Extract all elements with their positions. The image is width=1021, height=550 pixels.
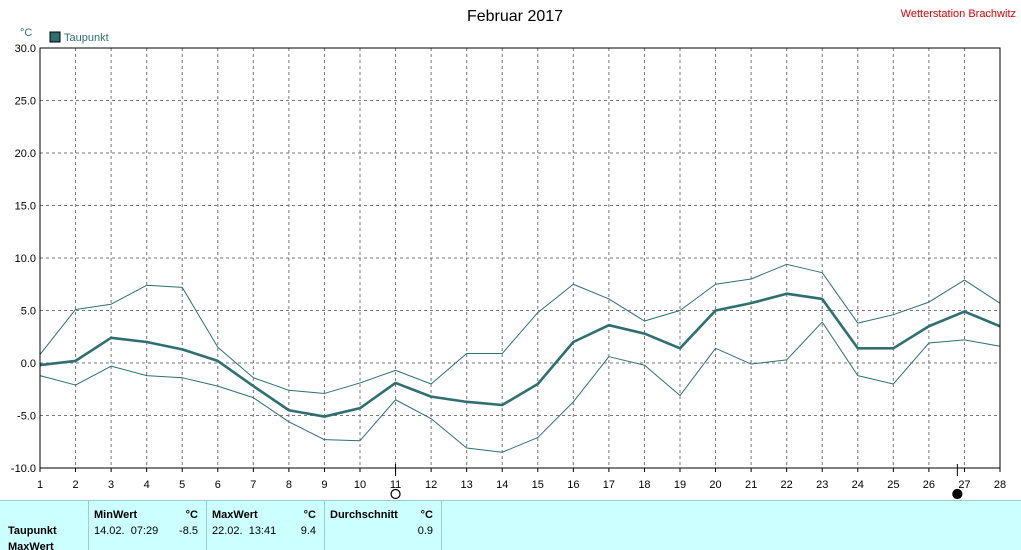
- y-axis-ticks: 30.0 25.0 20.0 15.0 10.0 5.0 0.0 -5.0 -10.0: [11, 43, 36, 475]
- max-column: MaxWert °C 22.02. 13:41 9.4: [206, 501, 324, 550]
- min-column: MinWert °C 14.02. 07:29 -8.5: [88, 501, 206, 550]
- x-tick-label: 17: [603, 479, 615, 491]
- x-tick-label: 7: [250, 479, 256, 491]
- x-tick-label: 22: [781, 479, 793, 491]
- stats-row-label-2: MaxWert: [8, 541, 54, 550]
- x-axis-ticks: 1 2 3 4 5 6 7 8 9 10 11 12 13 14 15 16 17 18 19 20 21 22 23 24 2…: [37, 468, 1006, 491]
- average-column: Durchschnitt °C 0.9: [324, 501, 441, 550]
- stats-row-label: Taupunkt: [8, 525, 57, 537]
- station-name: Wetterstation Brachwitz: [901, 8, 1016, 20]
- series-group: [39, 263, 1001, 453]
- x-tick-label: 8: [286, 479, 292, 491]
- x-tick-label: 9: [321, 479, 327, 491]
- max-datetime: 22.02. 13:41: [212, 525, 277, 537]
- x-tick-label: 19: [674, 479, 686, 491]
- new-moon-icon: [952, 488, 963, 500]
- statistics-table: Taupunkt MaxWert MinWert °C 14.02. 07:29…: [0, 500, 1021, 550]
- y-tick-label: 30.0: [15, 43, 36, 55]
- x-tick-label: 11: [390, 479, 401, 491]
- x-tick-label: 24: [852, 479, 864, 491]
- x-tick-label: 28: [994, 479, 1006, 491]
- x-tick-label: 15: [532, 479, 544, 491]
- y-tick-label: -10.0: [11, 463, 36, 475]
- max-header: MaxWert: [212, 509, 258, 521]
- min-unit: °C: [185, 509, 198, 521]
- min-header: MinWert: [94, 509, 138, 521]
- chart-title: Februar 2017: [467, 8, 563, 25]
- y-tick-label: 5.0: [21, 306, 36, 318]
- y-tick-label: 10.0: [15, 253, 36, 265]
- max-value: 9.4: [300, 525, 316, 537]
- min-datetime: 14.02. 07:29: [94, 525, 159, 537]
- y-tick-label: 0.0: [21, 358, 36, 370]
- x-tick-label: 13: [461, 479, 473, 491]
- x-tick-label: 20: [709, 479, 721, 491]
- average-value: 0.9: [417, 525, 433, 537]
- legend-label: Taupunkt: [64, 32, 109, 44]
- x-tick-label: 26: [923, 479, 935, 491]
- x-tick-label: 25: [887, 479, 899, 491]
- x-tick-label: 14: [496, 479, 508, 491]
- x-tick-label: 1: [37, 479, 43, 491]
- x-tick-label: 18: [638, 479, 650, 491]
- series-line-min: [39, 321, 1001, 453]
- y-tick-label: 15.0: [15, 201, 36, 213]
- max-unit: °C: [303, 509, 316, 521]
- plot-frame: [39, 47, 1001, 469]
- x-tick-label: 3: [108, 479, 114, 491]
- x-tick-label: 12: [425, 479, 437, 491]
- full-moon-icon: [390, 488, 401, 500]
- x-tick-label: 5: [179, 479, 185, 491]
- x-tick-label: 2: [72, 479, 78, 491]
- series-line-mean: [39, 292, 1001, 418]
- x-tick-label: 6: [215, 479, 221, 491]
- y-unit-label: °C: [20, 27, 32, 39]
- average-header: Durchschnitt: [330, 509, 398, 521]
- dewpoint-chart: Februar 2017 Wetterstation Brachwitz °C …: [11, 8, 1016, 500]
- x-tick-label: 4: [144, 479, 150, 491]
- x-tick-label: 23: [816, 479, 828, 491]
- x-tick-label: 16: [567, 479, 579, 491]
- average-unit: °C: [420, 509, 433, 521]
- moon-phase-markers: [390, 464, 963, 500]
- y-tick-label: -5.0: [17, 411, 36, 423]
- legend-swatch: [49, 31, 61, 43]
- x-tick-label: 10: [354, 479, 366, 491]
- x-tick-label: 27: [958, 479, 970, 491]
- min-value: -8.5: [179, 525, 198, 537]
- grid: [40, 48, 1000, 468]
- x-tick-label: 21: [745, 479, 757, 491]
- y-tick-label: 20.0: [15, 148, 36, 160]
- series-line-max: [39, 263, 1001, 394]
- y-tick-label: 25.0: [15, 96, 36, 108]
